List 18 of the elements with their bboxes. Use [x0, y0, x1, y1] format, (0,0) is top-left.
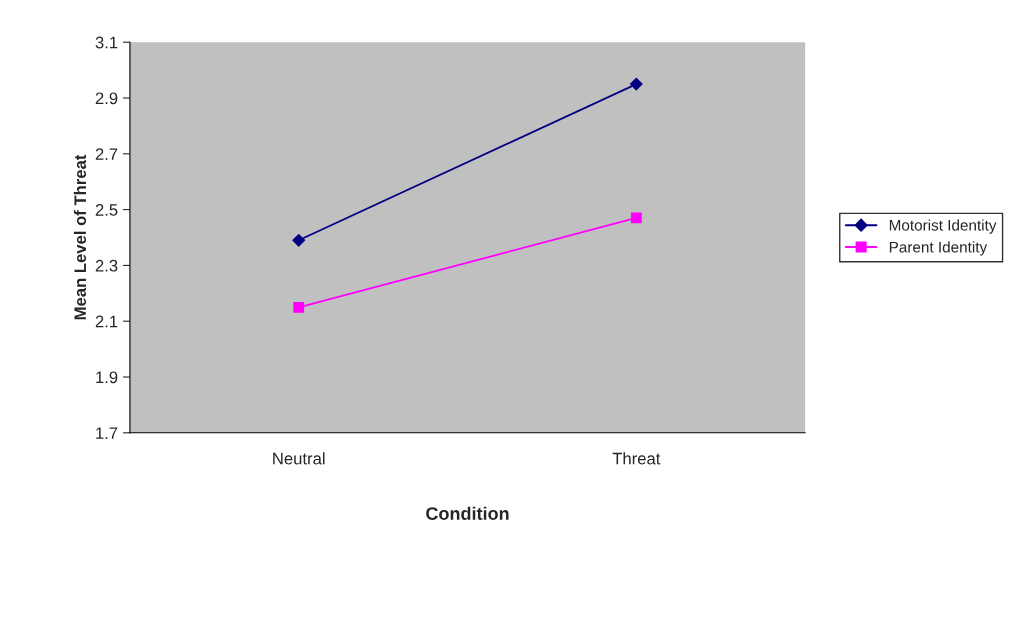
x-tick-label: Threat: [612, 452, 661, 465]
point: [630, 212, 642, 224]
point: [629, 77, 643, 91]
y-tick-label: 2.9: [95, 92, 118, 105]
x-axis-title: Condition: [426, 506, 509, 520]
y-tick-label: 3.1: [95, 36, 118, 49]
y-tick-label: 2.3: [95, 259, 118, 272]
point: [293, 301, 305, 313]
y-tick-label: 2.5: [95, 204, 118, 216]
y-tick-label: 2.1: [95, 315, 118, 328]
legend-label: Parent Identity: [889, 241, 988, 256]
x-tick-label: Neutral: [273, 452, 325, 465]
y-tick-label: 1.7: [96, 427, 118, 439]
y-tick-label: 1.9: [96, 371, 118, 384]
y-axis-title: Mean Level of Threat: [73, 154, 87, 320]
legend-label: Motorist Identity: [889, 219, 997, 234]
y-tick-label: 2.7: [95, 148, 118, 160]
point: [292, 233, 306, 247]
